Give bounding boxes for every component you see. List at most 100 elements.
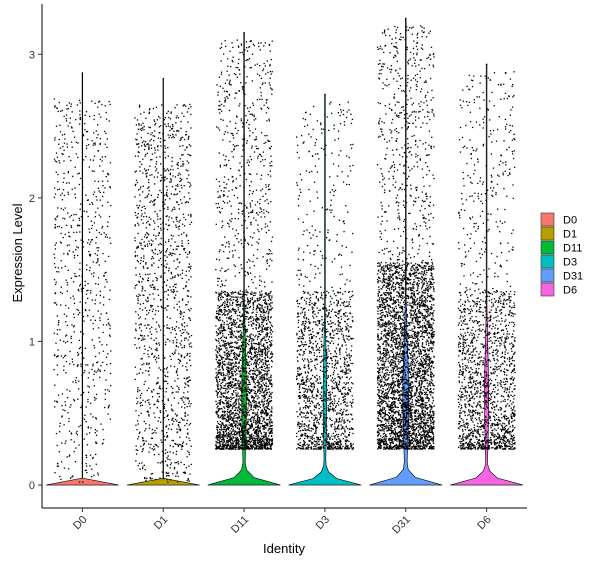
data-point — [99, 317, 101, 319]
data-point — [243, 328, 245, 331]
data-point — [217, 196, 219, 199]
data-point — [254, 352, 256, 355]
data-point — [219, 400, 222, 402]
data-point — [269, 417, 271, 419]
data-point — [110, 350, 112, 352]
data-point — [89, 402, 92, 404]
data-point — [157, 218, 159, 220]
data-point — [178, 130, 180, 132]
data-point — [184, 415, 187, 417]
data-point — [248, 193, 251, 195]
data-point — [181, 269, 184, 271]
data-point — [258, 350, 260, 353]
data-point — [257, 385, 259, 387]
data-point — [178, 301, 180, 303]
data-point — [155, 432, 157, 434]
data-point — [135, 322, 137, 325]
data-point — [68, 455, 70, 457]
data-point — [157, 215, 159, 217]
data-point — [216, 318, 218, 320]
data-point — [232, 180, 235, 182]
data-point — [249, 427, 251, 430]
data-point — [265, 370, 267, 372]
data-point — [231, 322, 234, 324]
data-point — [248, 184, 251, 187]
data-point — [170, 234, 172, 237]
data-point — [229, 430, 231, 432]
data-point — [262, 331, 264, 333]
data-point — [266, 328, 268, 330]
data-point — [238, 380, 240, 382]
data-point — [237, 325, 240, 327]
data-point — [220, 298, 222, 301]
data-point — [246, 436, 248, 439]
data-point — [215, 444, 217, 447]
data-point — [215, 354, 217, 356]
data-point — [246, 312, 248, 314]
data-point — [169, 172, 171, 175]
data-point — [220, 441, 222, 443]
data-point — [260, 377, 262, 379]
data-point — [97, 361, 99, 363]
data-point — [65, 334, 68, 336]
data-point — [269, 400, 272, 403]
data-point — [254, 294, 256, 296]
data-point — [237, 218, 240, 220]
data-point — [96, 261, 99, 263]
data-point — [138, 124, 140, 126]
data-point — [221, 408, 223, 410]
data-point — [226, 446, 228, 448]
data-point — [167, 110, 169, 113]
data-point — [170, 128, 173, 130]
data-point — [231, 296, 233, 298]
data-point — [259, 333, 262, 336]
data-point — [143, 420, 145, 423]
data-point — [54, 139, 56, 141]
data-point — [238, 448, 240, 450]
data-point — [236, 132, 238, 135]
data-point — [265, 186, 267, 188]
data-point — [181, 442, 184, 445]
data-point — [156, 392, 159, 395]
data-point — [228, 435, 230, 438]
data-point — [231, 366, 233, 369]
data-point — [257, 424, 259, 426]
data-point — [54, 223, 56, 226]
data-point — [222, 363, 224, 365]
data-point — [251, 435, 253, 438]
data-point — [107, 353, 109, 355]
data-point — [188, 144, 191, 146]
data-point — [216, 428, 218, 430]
data-point — [240, 419, 242, 421]
data-point — [270, 357, 272, 359]
data-point — [270, 73, 272, 75]
data-point — [261, 339, 263, 341]
data-point — [253, 342, 255, 344]
data-point — [144, 477, 146, 479]
data-point — [167, 155, 169, 157]
data-point — [138, 123, 140, 125]
data-point — [256, 433, 258, 436]
data-point — [228, 417, 230, 419]
data-point — [220, 71, 223, 73]
data-point — [234, 127, 237, 129]
data-point — [265, 302, 268, 304]
data-point — [143, 216, 145, 218]
data-point — [79, 268, 81, 271]
data-point — [256, 415, 259, 418]
data-point — [220, 73, 223, 75]
data-point — [67, 125, 69, 127]
data-point — [256, 419, 259, 421]
data-point — [176, 368, 179, 370]
data-point — [189, 355, 191, 357]
data-point — [149, 243, 151, 245]
data-point — [151, 432, 153, 435]
data-point — [217, 305, 219, 307]
data-point — [137, 216, 139, 218]
data-point — [226, 382, 229, 384]
data-point — [185, 286, 187, 288]
data-point — [165, 368, 168, 370]
data-point — [247, 351, 249, 353]
data-point — [244, 435, 246, 437]
data-point — [270, 316, 272, 318]
